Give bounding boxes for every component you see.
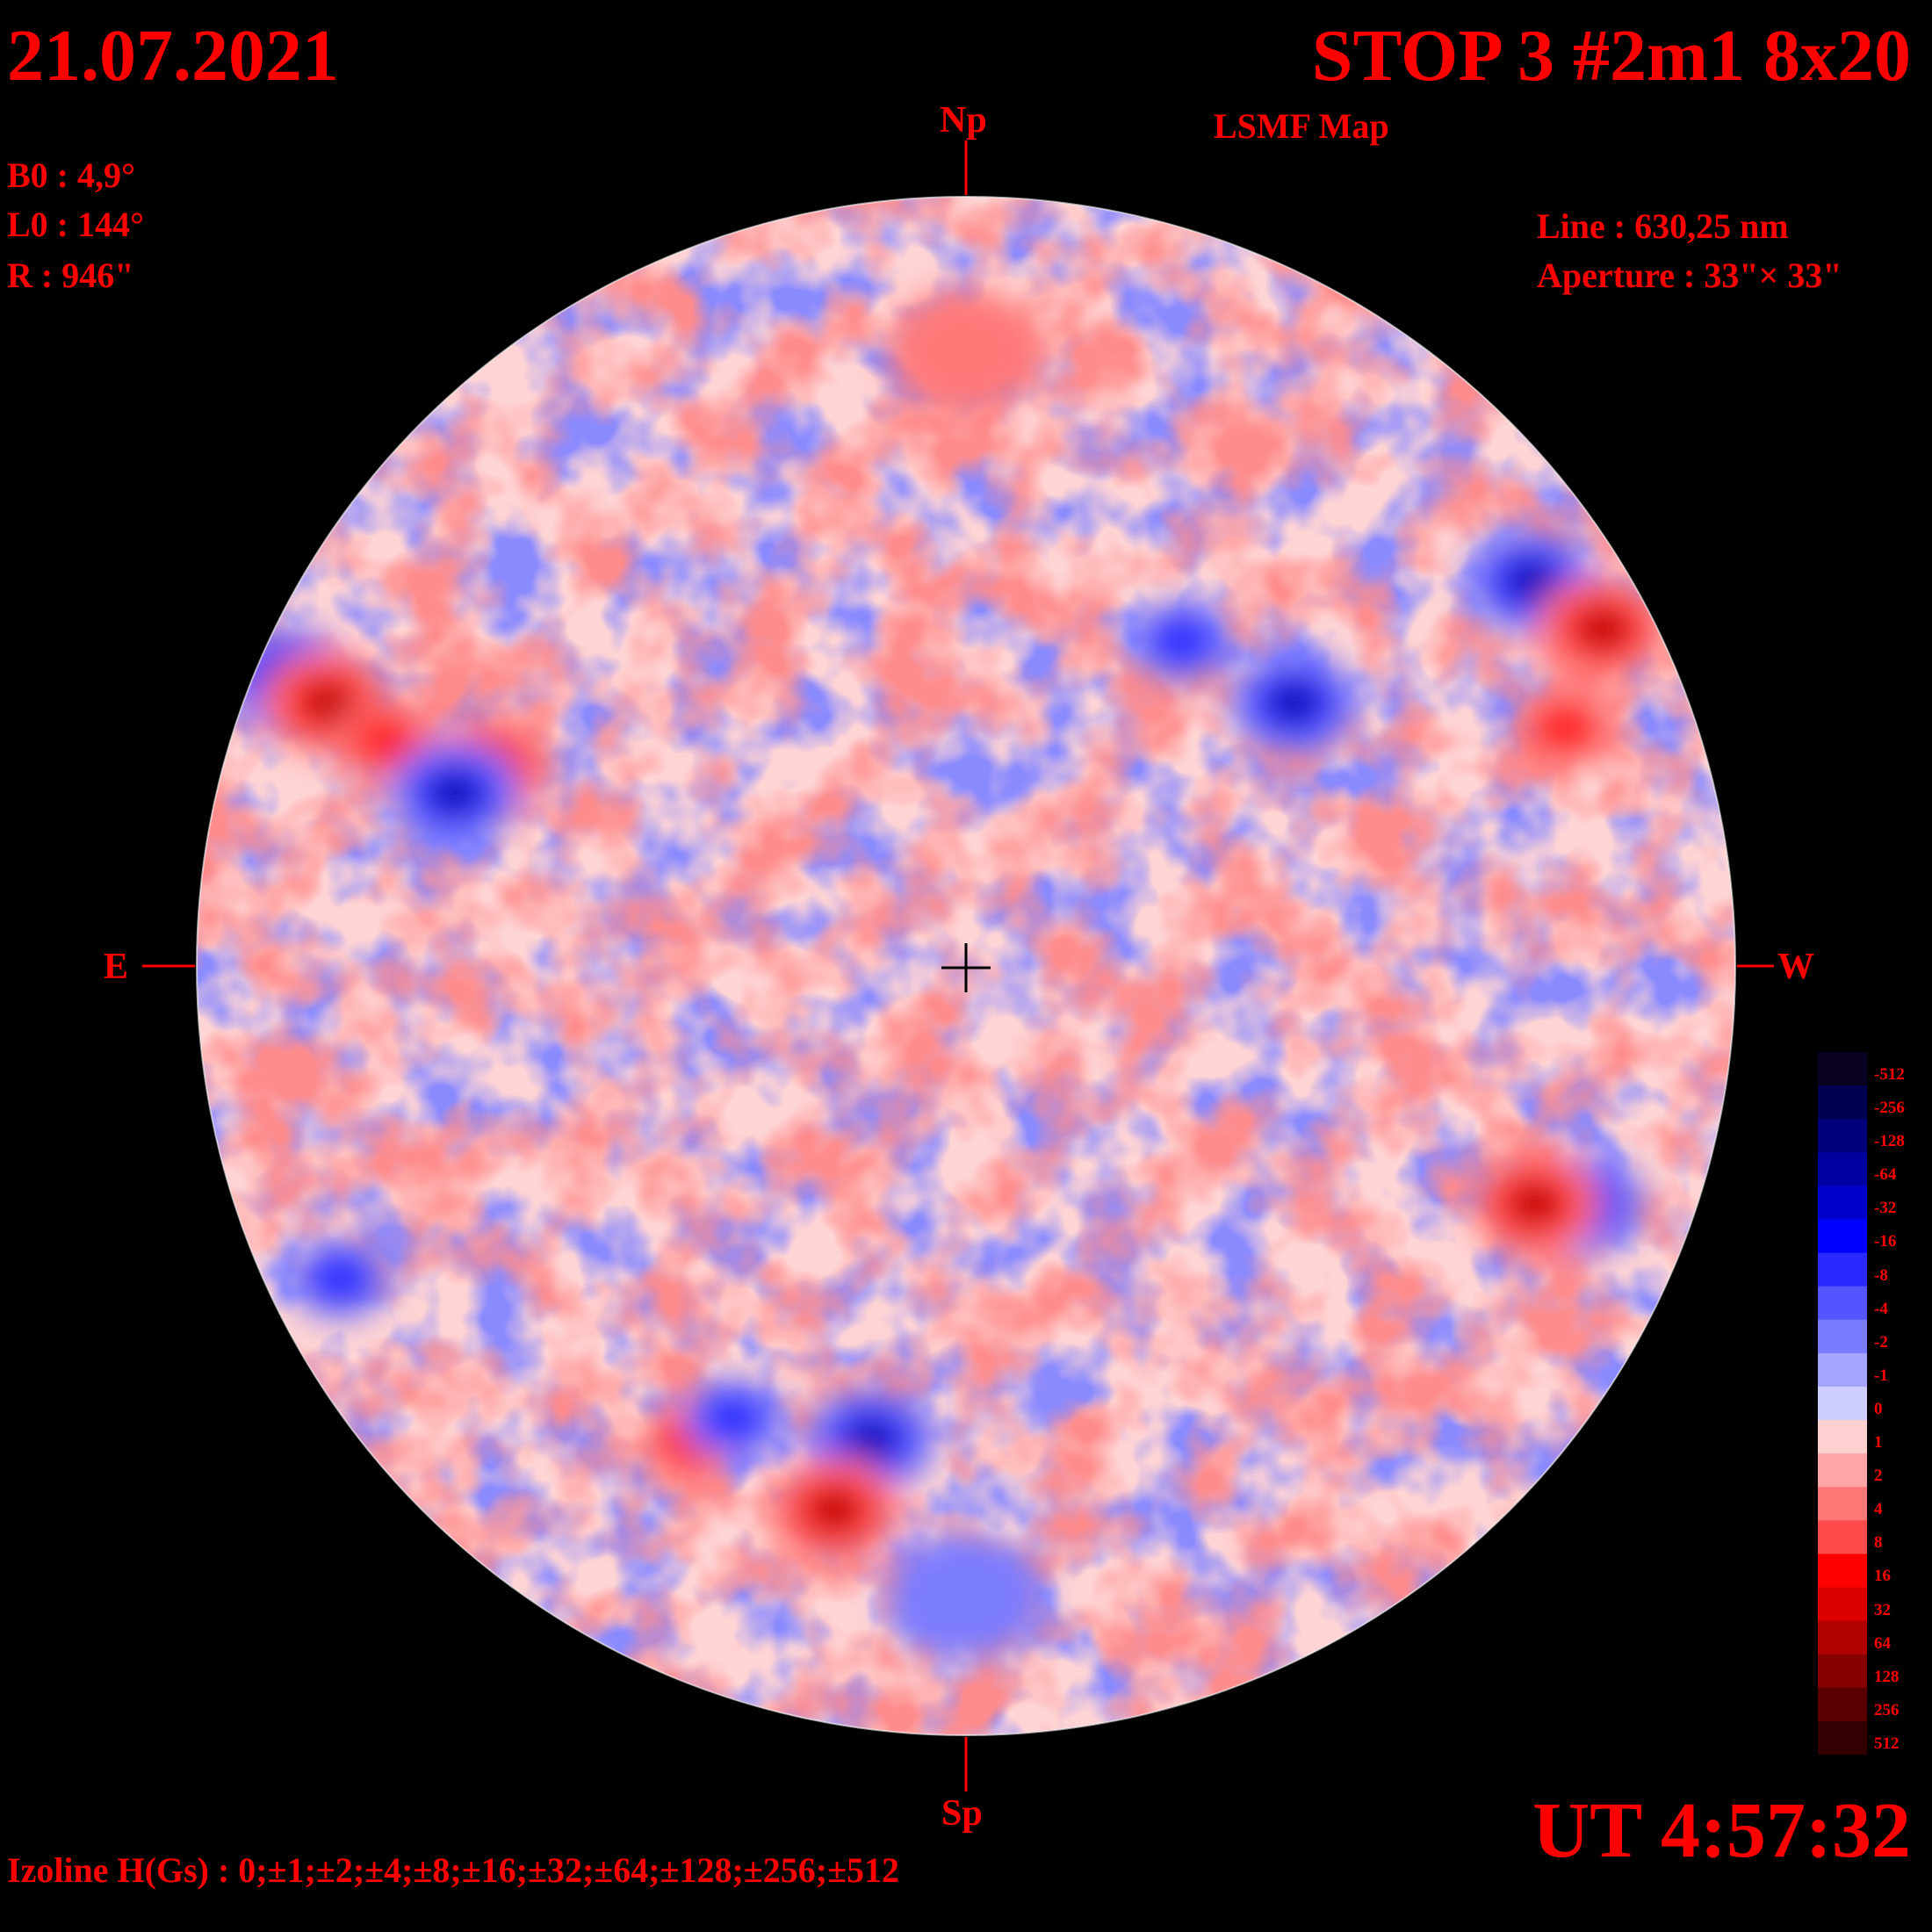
colorbar-label: 128	[1874, 1667, 1900, 1686]
colorbar-segment	[1818, 1286, 1867, 1321]
negative-field-region	[698, 1390, 768, 1446]
colorbar-segment	[1818, 1620, 1867, 1655]
positive-field-region	[1531, 701, 1600, 756]
positive-field-region	[1578, 609, 1626, 648]
colorbar-segment	[1818, 1687, 1867, 1722]
colorbar-segment	[1818, 1587, 1867, 1622]
colorbar-label: -128	[1874, 1132, 1905, 1151]
positive-field-region	[887, 288, 1045, 415]
colorbar-label: -2	[1874, 1332, 1888, 1352]
colorbar-label: 1	[1874, 1433, 1883, 1453]
negative-field-region	[1147, 613, 1216, 669]
colorbar-segment	[1818, 1319, 1867, 1354]
colorbar-label: 64	[1874, 1633, 1891, 1653]
colorbar-label: 2	[1874, 1467, 1883, 1486]
colorbar-label: 16	[1874, 1567, 1891, 1586]
spectral-line: Line : 630,25 nm	[1537, 206, 1789, 246]
colorbar-segment	[1818, 1420, 1867, 1454]
south-pole-label: Sp	[941, 1793, 983, 1834]
north-pole-label: Np	[940, 100, 987, 141]
aperture: Aperture : 33"× 33"	[1537, 256, 1842, 295]
colorbar-segment	[1818, 1119, 1867, 1153]
positive-field-region	[1510, 1185, 1559, 1223]
colorbar-label: 512	[1874, 1734, 1900, 1753]
colorbar-segment	[1818, 1252, 1867, 1287]
colorbar-label: -16	[1874, 1232, 1897, 1251]
colorbar-label: 256	[1874, 1700, 1900, 1719]
colorbar-segment	[1818, 1219, 1867, 1254]
west-label: W	[1777, 947, 1814, 987]
colorbar-label: -32	[1874, 1199, 1897, 1218]
colorbar-segment	[1818, 1453, 1867, 1488]
positive-field-region	[811, 1490, 859, 1529]
negative-field-region	[305, 1251, 375, 1307]
universal-time: UT 4:57:32	[1532, 1787, 1911, 1874]
negative-field-region	[1270, 683, 1318, 723]
observation-date: 21.07.2021	[7, 15, 339, 97]
colorbar-label: -256	[1874, 1099, 1905, 1118]
disk-limb	[196, 196, 1736, 1736]
map-subtitle: LSMF Map	[1214, 106, 1389, 146]
parameter-l0: L0 : 144°	[7, 205, 144, 244]
colorbar-segment	[1818, 1186, 1867, 1220]
colorbar-label: 8	[1874, 1533, 1883, 1553]
izoline-levels: Izoline H(Gs) : 0;±1;±2;±4;±8;±16;±32;±6…	[7, 1850, 900, 1890]
colorbar-segment	[1818, 1052, 1867, 1086]
colorbar-segment	[1818, 1554, 1867, 1589]
colorbar-label: 32	[1874, 1600, 1891, 1619]
colorbar-segment	[1818, 1352, 1867, 1388]
colorbar-label: -4	[1874, 1299, 1888, 1318]
colorbar-segment	[1818, 1720, 1867, 1755]
colorbar-segment	[1818, 1085, 1867, 1120]
map-title: STOP 3 #2m1 8x20	[1311, 15, 1911, 97]
positive-field-region	[351, 713, 421, 769]
parameter-radius: R : 946"	[7, 256, 134, 295]
colorbar-segment	[1818, 1152, 1867, 1186]
colorbar-segment	[1818, 1520, 1867, 1554]
negative-field-region	[430, 774, 479, 812]
negative-field-region	[847, 1420, 895, 1459]
negative-field-region	[887, 1532, 1045, 1660]
colorbar-label: 4	[1874, 1500, 1883, 1519]
colorbar-label: -1	[1874, 1366, 1888, 1385]
negative-field-region	[1507, 562, 1555, 601]
colorbar-segment	[1818, 1386, 1867, 1421]
positive-field-region	[304, 683, 352, 723]
colorbar-segment	[1818, 1654, 1867, 1689]
colorbar-label: -512	[1874, 1065, 1905, 1084]
colorbar	[1818, 1052, 1867, 1755]
colorbar-label: 0	[1874, 1399, 1883, 1418]
parameter-b0: B0 : 4,9°	[7, 155, 135, 195]
east-label: E	[104, 947, 129, 987]
colorbar-label: -64	[1874, 1165, 1897, 1185]
colorbar-segment	[1818, 1487, 1867, 1521]
colorbar-label: -8	[1874, 1265, 1888, 1285]
